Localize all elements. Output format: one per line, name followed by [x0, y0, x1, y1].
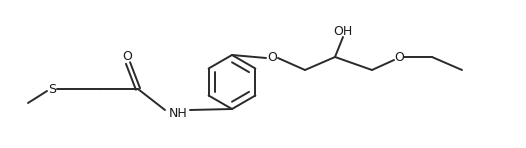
Text: O: O	[267, 50, 277, 63]
Text: S: S	[48, 82, 56, 95]
Text: NH: NH	[169, 107, 187, 119]
Text: O: O	[122, 49, 132, 62]
Text: OH: OH	[333, 25, 352, 37]
Text: O: O	[394, 50, 404, 63]
